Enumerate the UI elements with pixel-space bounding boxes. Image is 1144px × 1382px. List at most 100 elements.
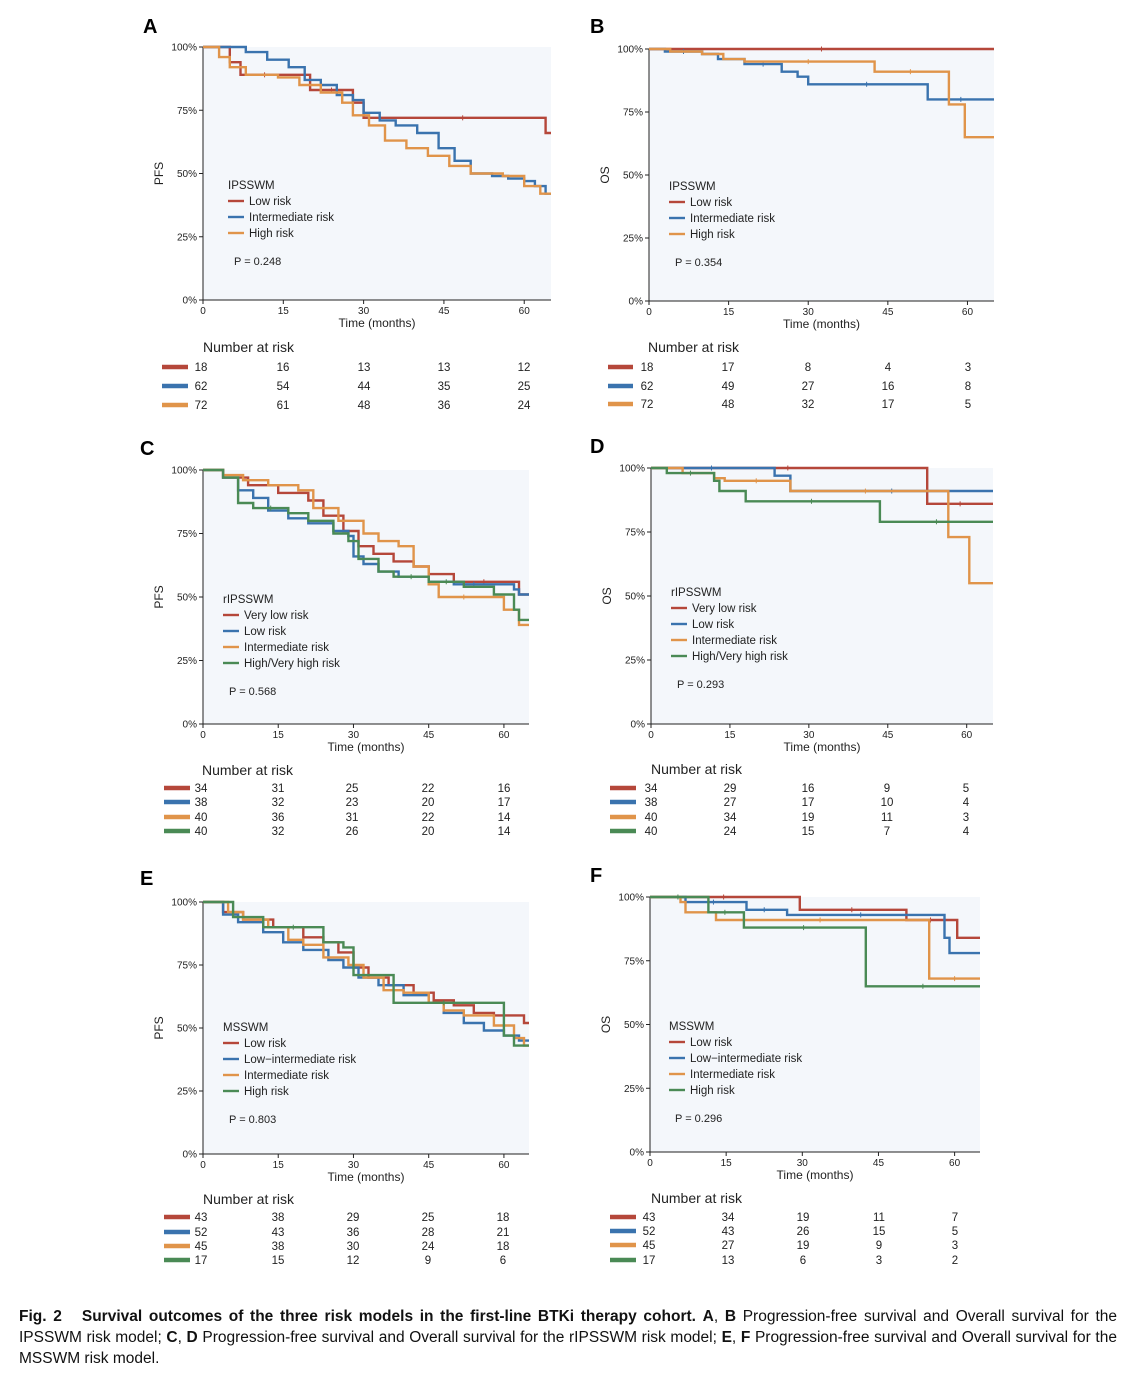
risk-count: 4	[885, 362, 892, 374]
y-tick-label: 25%	[624, 1084, 644, 1095]
x-tick-label: 45	[438, 306, 450, 317]
plot-area	[203, 902, 529, 1154]
risk-count: 61	[277, 400, 290, 412]
p-value: P = 0.354	[675, 257, 722, 269]
risk-count: 19	[797, 1212, 810, 1224]
risk-count: 40	[195, 812, 208, 824]
risk-count: 30	[347, 1241, 360, 1253]
y-tick-label: 100%	[171, 466, 197, 477]
panel-letter: C	[140, 438, 154, 460]
risk-count: 4	[963, 797, 970, 809]
legend-entry: Intermediate risk	[690, 213, 775, 225]
y-axis-label: OS	[600, 587, 614, 604]
risk-count: 14	[498, 826, 511, 838]
risk-count: 7	[884, 826, 890, 838]
risk-count: 45	[195, 1241, 208, 1253]
y-tick-label: 50%	[625, 592, 645, 603]
x-axis-label: Time (months)	[328, 740, 405, 754]
risk-table-title: Number at risk	[203, 339, 295, 355]
risk-count: 32	[272, 797, 285, 809]
caption-text-b: Progression-free survival and Overall su…	[19, 1308, 1117, 1346]
caption-text-a: ,	[713, 1308, 725, 1325]
risk-count: 34	[195, 783, 208, 795]
risk-count: 15	[272, 1255, 285, 1267]
risk-count: 52	[195, 1227, 208, 1239]
x-tick-label: 45	[882, 307, 894, 318]
caption-part-a: A	[702, 1308, 714, 1325]
risk-count: 40	[645, 826, 658, 838]
panel-letter: E	[140, 868, 153, 890]
risk-count: 19	[802, 812, 815, 824]
y-tick-label: 25%	[623, 234, 643, 245]
risk-count: 3	[965, 362, 971, 374]
x-tick-label: 0	[200, 730, 206, 741]
risk-count: 34	[645, 783, 658, 795]
risk-count: 62	[641, 381, 654, 393]
risk-count: 18	[641, 362, 654, 374]
risk-count: 38	[645, 797, 658, 809]
risk-count: 16	[277, 362, 290, 374]
risk-count: 28	[422, 1227, 435, 1239]
caption-part-b: B	[724, 1308, 737, 1325]
x-axis-label: Time (months)	[777, 1168, 854, 1182]
risk-count: 23	[346, 797, 359, 809]
risk-count: 31	[346, 812, 359, 824]
risk-count: 43	[195, 1212, 208, 1224]
legend-entry: High risk	[249, 228, 294, 240]
risk-count: 5	[952, 1226, 958, 1238]
x-tick-label: 15	[724, 730, 736, 741]
risk-count: 20	[422, 797, 435, 809]
x-tick-label: 0	[648, 730, 654, 741]
legend-entry: Low risk	[692, 619, 734, 631]
figure-caption: Fig. 2 Survival outcomes of the three ri…	[19, 1306, 1117, 1369]
risk-count: 10	[881, 797, 894, 809]
legend-entry: Intermediate risk	[249, 212, 334, 224]
x-tick-label: 0	[647, 1158, 653, 1169]
risk-count: 44	[358, 381, 371, 393]
p-value: P = 0.248	[234, 256, 281, 268]
y-axis-label: PFS	[152, 1016, 166, 1039]
risk-count: 35	[438, 381, 451, 393]
x-axis-label: Time (months)	[339, 316, 416, 330]
risk-count: 15	[873, 1226, 886, 1238]
risk-count: 38	[272, 1241, 285, 1253]
risk-count: 11	[873, 1212, 885, 1224]
caption-text-e: ,	[731, 1329, 741, 1346]
panel-c: C 0 15 30 45 60 0% 25% 50% 75% 100% Time (months) PF…	[140, 438, 529, 838]
x-tick-label: 0	[200, 306, 206, 317]
x-tick-label: 60	[498, 730, 510, 741]
y-tick-label: 100%	[171, 898, 197, 909]
x-tick-label: 45	[423, 730, 435, 741]
legend-entry: Low risk	[249, 196, 291, 208]
risk-count: 72	[195, 400, 208, 412]
risk-count: 8	[805, 362, 811, 374]
km-curve-high-very-high-risk	[203, 468, 529, 622]
risk-count: 15	[802, 826, 815, 838]
risk-count: 27	[722, 1240, 735, 1252]
x-tick-label: 60	[498, 1160, 510, 1171]
legend-title: IPSSWM	[228, 180, 275, 192]
panel-letter: B	[590, 16, 604, 38]
caption-fig-label: Fig. 2	[19, 1308, 62, 1325]
legend-entry: Intermediate risk	[692, 635, 777, 647]
y-tick-label: 75%	[625, 528, 645, 539]
x-tick-label: 15	[721, 1158, 733, 1169]
y-tick-label: 75%	[623, 108, 643, 119]
risk-count: 17	[722, 362, 735, 374]
legend-entry: Low risk	[244, 1038, 286, 1050]
risk-count: 3	[963, 812, 969, 824]
x-tick-label: 60	[519, 306, 531, 317]
y-axis-label: OS	[599, 1016, 613, 1033]
y-tick-label: 75%	[177, 961, 197, 972]
legend-entry: Intermediate risk	[690, 1069, 775, 1081]
y-axis-label: OS	[598, 166, 612, 183]
risk-count: 17	[195, 1255, 208, 1267]
x-axis-label: Time (months)	[328, 1170, 405, 1184]
risk-count: 36	[272, 812, 285, 824]
caption-text-c: ,	[177, 1329, 187, 1346]
risk-count: 34	[724, 812, 737, 824]
panel-a: A 0 15 30 45 60 0% 25% 50% 75% 100% Time (months) PF…	[143, 16, 551, 412]
risk-count: 18	[195, 362, 208, 374]
risk-count: 62	[195, 381, 208, 393]
risk-count: 26	[797, 1226, 810, 1238]
